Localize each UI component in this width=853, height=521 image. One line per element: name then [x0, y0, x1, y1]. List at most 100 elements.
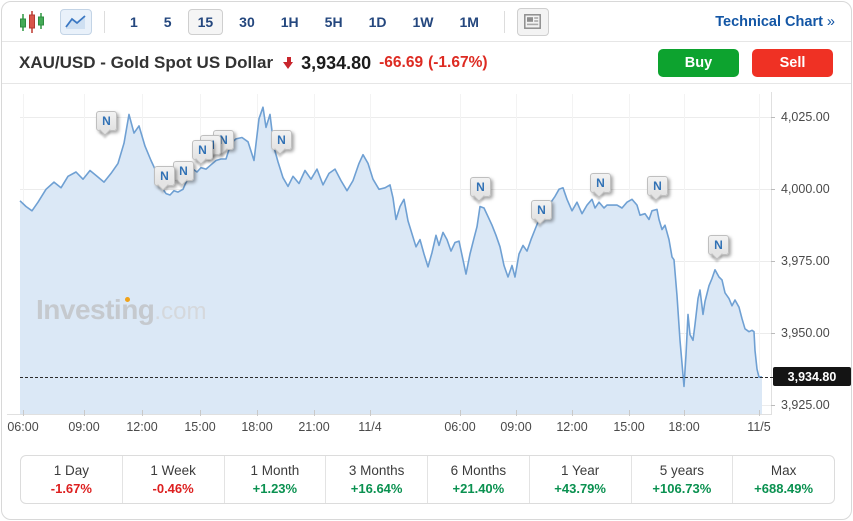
- performance-change-value: +21.40%: [452, 481, 505, 496]
- performance-cell-1-week: 1 Week -0.46%: [123, 456, 225, 503]
- x-axis-tick: [759, 410, 760, 416]
- price-change-percent: (-1.67%): [428, 54, 488, 71]
- performance-cell-1-month: 1 Month +1.23%: [225, 456, 327, 503]
- timeframe-button-5[interactable]: 5: [154, 9, 182, 35]
- x-axis-tick: [142, 410, 143, 416]
- x-axis-tick: [684, 410, 685, 416]
- news-marker-badge[interactable]: N: [173, 161, 194, 181]
- x-axis-tick: [84, 410, 85, 416]
- timeframe-button-1w[interactable]: 1W: [402, 9, 443, 35]
- technical-chart-link[interactable]: Technical Chart»: [715, 14, 835, 30]
- instrument-header: XAU/USD - Gold Spot US Dollar 3,934.80 -…: [2, 43, 851, 84]
- price-change: -66.69: [379, 54, 424, 71]
- v-gridline: [759, 94, 760, 414]
- performance-cell-1-year: 1 Year +43.79%: [530, 456, 632, 503]
- line-chart-icon: [65, 14, 86, 29]
- news-marker-badge[interactable]: N: [192, 140, 213, 160]
- y-axis-label: 3,975.00: [771, 253, 851, 269]
- price-area-chart: [19, 106, 763, 414]
- candlestick-icon: [20, 10, 44, 33]
- x-axis-label: 11/4: [358, 420, 382, 434]
- timeframe-button-15[interactable]: 15: [187, 8, 224, 35]
- last-price: 3,934.80: [301, 52, 372, 73]
- x-axis-label: 09:00: [500, 420, 532, 434]
- h-gridline: [20, 189, 772, 191]
- x-axis-tick: [314, 410, 315, 416]
- last-price-tag: 3,934.80: [773, 367, 851, 387]
- candlestick-chart-button[interactable]: [16, 9, 48, 35]
- buy-button[interactable]: Buy: [658, 49, 739, 77]
- timeframe-button-30[interactable]: 30: [229, 9, 265, 35]
- performance-change-value: -0.46%: [152, 481, 194, 496]
- chart-toolbar: 1 5 15 30 1H 5H 1D 1W 1M Technical Chart»: [2, 2, 851, 42]
- toolbar-separator: [104, 10, 105, 33]
- x-axis-border: [7, 414, 772, 415]
- performance-period-label: 1 Day: [53, 463, 90, 478]
- x-axis-label: 21:00: [298, 420, 330, 434]
- y-axis-label: 4,000.00: [771, 181, 851, 197]
- price-chart-plot[interactable]: Investing.com NNNNNNNNNNNN: [19, 94, 773, 414]
- news-marker-badge[interactable]: N: [470, 177, 491, 197]
- v-gridline: [516, 94, 517, 414]
- performance-period-label: 1 Year: [560, 463, 600, 478]
- x-axis-tick: [23, 410, 24, 416]
- timeframe-button-1m[interactable]: 1M: [449, 9, 488, 35]
- timeframe-button-group: 1 5 15 30 1H 5H 1D 1W 1M: [117, 8, 492, 35]
- news-marker-badge[interactable]: N: [271, 130, 292, 150]
- last-price-dashed-line: [20, 376, 773, 378]
- y-axis-label: 3,950.00: [771, 325, 851, 341]
- x-axis-label: 15:00: [613, 420, 645, 434]
- x-axis-tick: [460, 410, 461, 416]
- technical-chart-label: Technical Chart: [715, 13, 823, 30]
- performance-period-label: 1 Week: [150, 463, 196, 478]
- timeframe-button-1h[interactable]: 1H: [271, 9, 309, 35]
- x-axis-tick: [200, 410, 201, 416]
- h-gridline: [20, 117, 772, 119]
- v-gridline: [684, 94, 685, 414]
- chevron-right-icon: »: [826, 13, 835, 30]
- news-marker-badge[interactable]: N: [590, 173, 611, 193]
- watermark-suffix: .com: [154, 298, 207, 325]
- news-marker-badge[interactable]: N: [154, 166, 175, 186]
- performance-change-value: +43.79%: [554, 481, 606, 496]
- timeframe-button-1d[interactable]: 1D: [359, 9, 397, 35]
- x-axis-label: 06:00: [7, 420, 39, 434]
- y-axis-label: 4,025.00: [771, 109, 851, 125]
- timeframe-button-5h[interactable]: 5H: [315, 9, 353, 35]
- x-axis-tick: [629, 410, 630, 416]
- x-axis-label: 06:00: [444, 420, 476, 434]
- x-axis-label: 12:00: [126, 420, 158, 434]
- performance-period-label: 1 Month: [250, 463, 300, 478]
- x-axis-label: 18:00: [241, 420, 273, 434]
- news-marker-badge[interactable]: N: [647, 176, 668, 196]
- timeframe-button-1[interactable]: 1: [120, 9, 148, 35]
- performance-change-value: +688.49%: [754, 481, 814, 496]
- watermark-accent-dot: [125, 297, 130, 302]
- x-axis-tick: [370, 410, 371, 416]
- x-axis-label: 15:00: [184, 420, 216, 434]
- performance-cell-1-day: 1 Day -1.67%: [21, 456, 123, 503]
- line-chart-button[interactable]: [60, 8, 92, 35]
- performance-period-label: 5 years: [659, 463, 705, 478]
- performance-cell-5-years: 5 years +106.73%: [632, 456, 734, 503]
- performance-summary: 1 Day -1.67% 1 Week -0.46% 1 Month +1.23% 3 Mo…: [20, 455, 835, 504]
- watermark: Investing.com: [36, 294, 206, 326]
- toolbar-separator: [503, 10, 505, 33]
- x-axis-tick: [572, 410, 573, 416]
- price-down-arrow-icon: [283, 56, 294, 70]
- performance-change-value: +1.23%: [252, 481, 298, 496]
- performance-change-value: +106.73%: [652, 481, 712, 496]
- news-marker-badge[interactable]: N: [708, 235, 729, 255]
- performance-period-label: 3 Months: [348, 463, 405, 478]
- performance-cell-max: Max +688.49%: [733, 456, 834, 503]
- sell-button[interactable]: Sell: [752, 49, 833, 77]
- news-panel-button[interactable]: [516, 7, 549, 36]
- performance-period-label: 6 Months: [450, 463, 507, 478]
- performance-cell-6-months: 6 Months +21.40%: [428, 456, 530, 503]
- news-marker-badge[interactable]: N: [96, 111, 117, 131]
- x-axis-tick: [257, 410, 258, 416]
- instrument-title: XAU/USD - Gold Spot US Dollar: [19, 53, 274, 72]
- news-marker-badge[interactable]: N: [531, 200, 552, 220]
- performance-cell-3-months: 3 Months +16.64%: [326, 456, 428, 503]
